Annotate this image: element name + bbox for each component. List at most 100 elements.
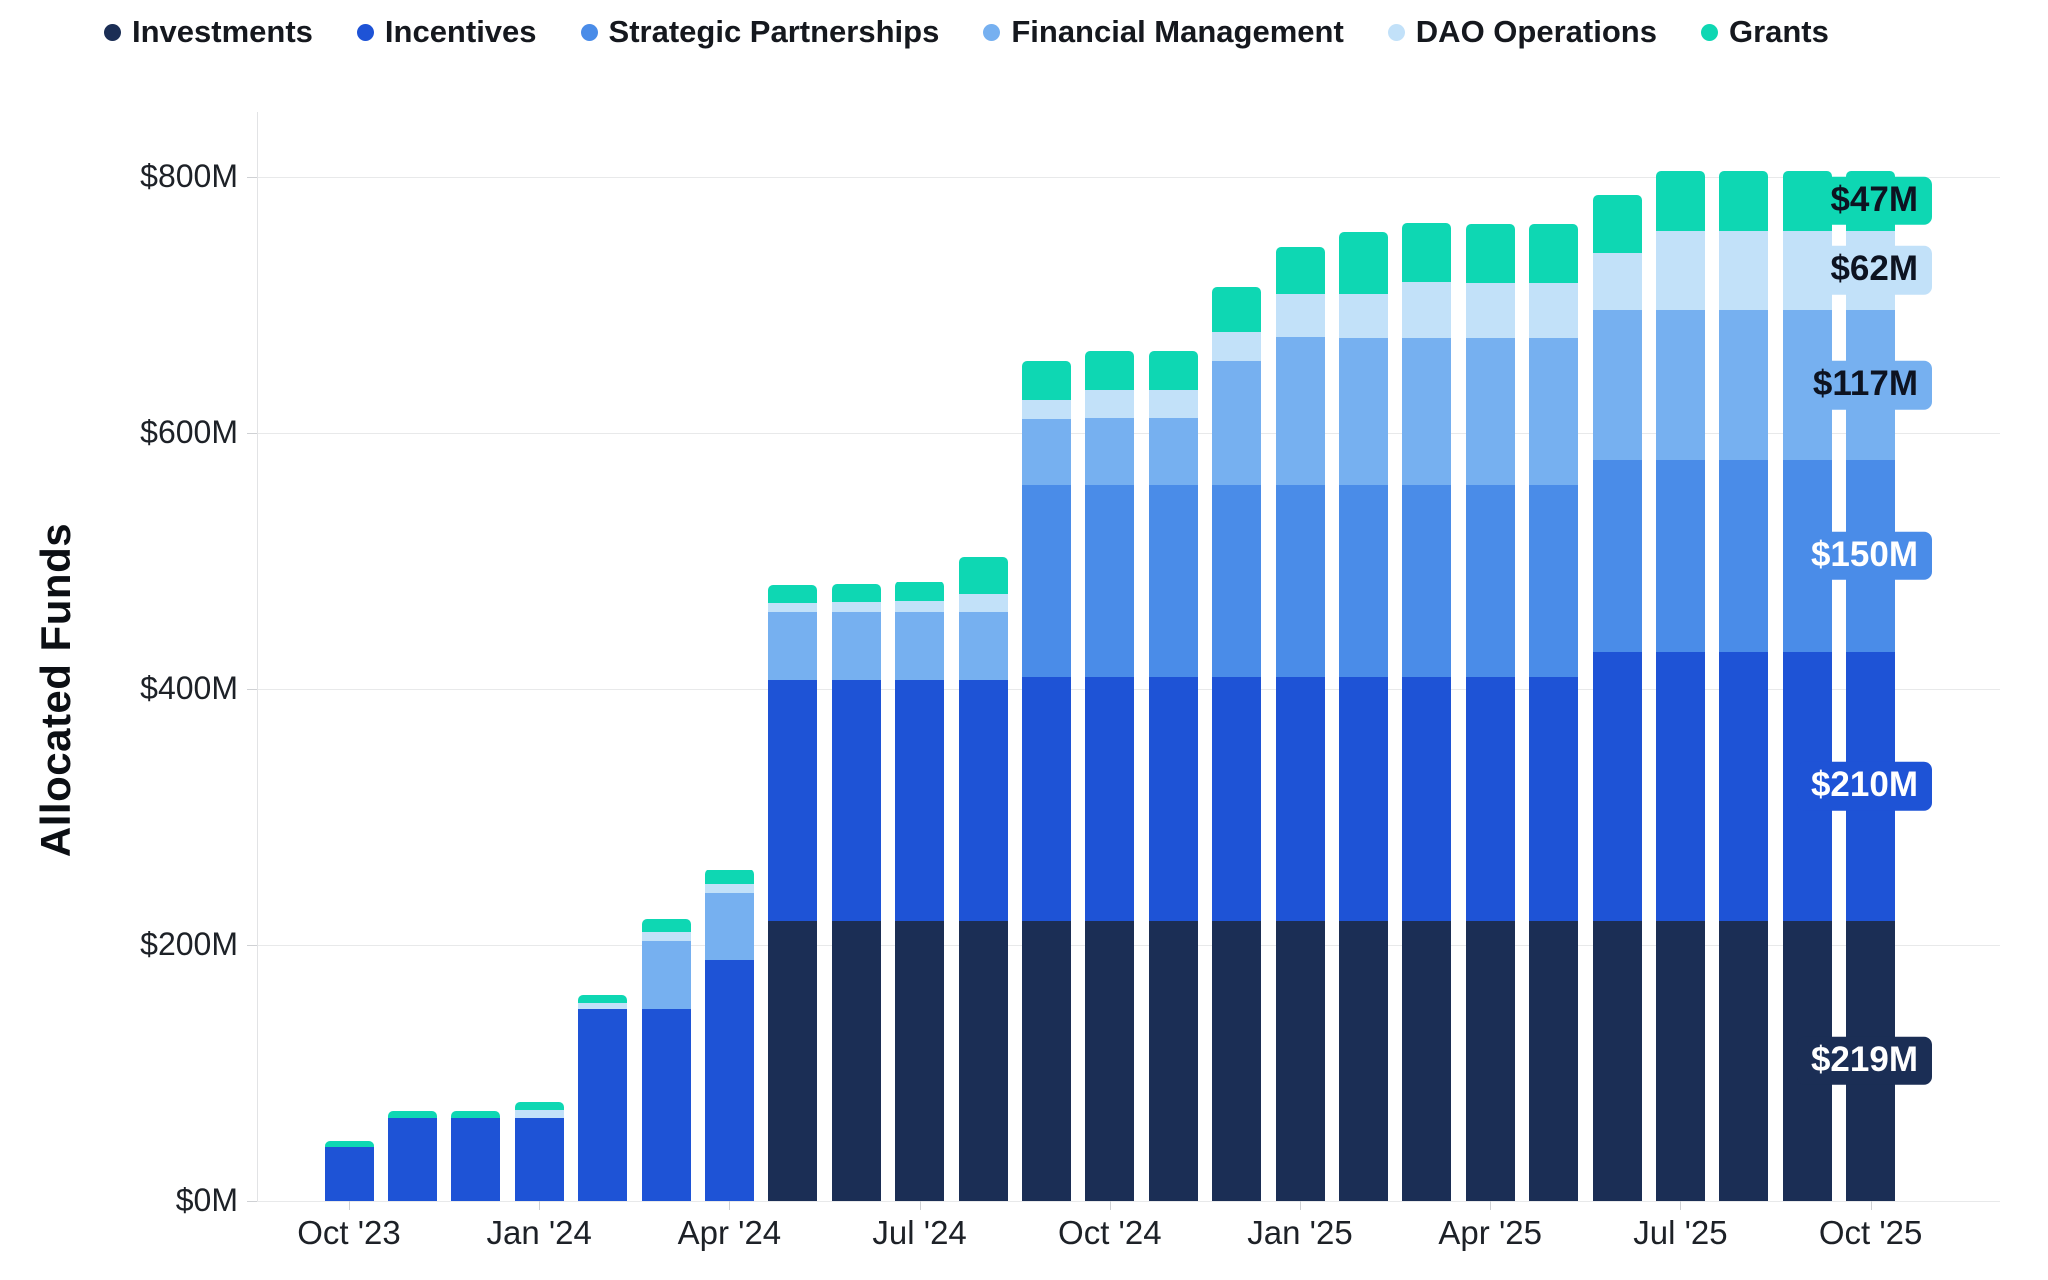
x-axis-tick	[1870, 1201, 1872, 1210]
bar-segment-financial-management	[704, 892, 754, 961]
bar-segment-strategic-partnerships	[1465, 485, 1515, 678]
bar-segment-investments	[1719, 920, 1769, 1201]
x-axis-label: Jan '24	[486, 1214, 592, 1251]
legend-label: Investments	[132, 14, 313, 49]
value-chip-incentives: $210M	[1796, 762, 1932, 811]
bar-segment-dao-operations	[514, 1110, 564, 1118]
bar-segment-dao-operations	[578, 1002, 628, 1009]
legend-label: DAO Operations	[1415, 14, 1657, 49]
bar-jun-24	[831, 584, 881, 1201]
bar-segment-investments	[1275, 920, 1325, 1201]
value-chip-strategic-partnerships: $150M	[1796, 531, 1932, 581]
legend-label: Incentives	[384, 14, 537, 49]
bar-segment-incentives	[958, 680, 1008, 921]
gridline-800	[257, 177, 2000, 178]
bar-segment-incentives	[704, 960, 754, 1201]
legend-item-investments[interactable]: Investments	[104, 14, 313, 50]
bar-segment-incentives	[1465, 677, 1515, 921]
bar-segment-strategic-partnerships	[1021, 485, 1071, 678]
bar-segment-financial-management	[1529, 338, 1579, 486]
bar-aug-24	[958, 557, 1008, 1201]
x-axis-tick	[349, 1201, 350, 1210]
bar-segment-incentives	[1592, 651, 1642, 921]
bar-segment-incentives	[895, 680, 945, 921]
bar-segment-incentives	[768, 680, 818, 921]
y-axis-label: $200M	[140, 925, 238, 962]
bar-segment-financial-management	[1655, 310, 1705, 460]
bar-segment-investments	[831, 920, 881, 1201]
y-axis-tick	[247, 177, 257, 178]
bar-segment-dao-operations	[1529, 283, 1579, 339]
bar-segment-grants	[1465, 224, 1515, 284]
x-axis-label: Apr '24	[677, 1214, 782, 1251]
bar-segment-incentives	[1655, 651, 1705, 921]
y-axis-tick	[247, 689, 257, 690]
legend-item-financial-management[interactable]: Financial Management	[983, 14, 1344, 50]
y-axis-title: Allocated Funds	[32, 522, 79, 858]
bar-may-24	[768, 585, 818, 1201]
bar-segment-incentives	[1021, 677, 1071, 921]
bar-segment-grants	[1021, 361, 1071, 400]
bar-oct-23	[324, 1140, 374, 1201]
bar-segment-grants	[324, 1140, 374, 1148]
bar-segment-grants	[958, 557, 1008, 595]
y-axis-tick	[247, 945, 257, 946]
bar-segment-dao-operations	[641, 932, 691, 942]
bar-segment-incentives	[1275, 677, 1325, 921]
legend-dot-icon	[104, 23, 121, 41]
bar-segment-grants	[1212, 287, 1262, 332]
bar-segment-strategic-partnerships	[1148, 485, 1198, 678]
legend-item-dao-operations[interactable]: DAO Operations	[1387, 14, 1657, 50]
x-axis-label: Oct '23	[297, 1214, 401, 1251]
x-axis-tick	[729, 1201, 731, 1210]
bar-dec-23	[451, 1111, 501, 1201]
legend-item-strategic-partnerships[interactable]: Strategic Partnerships	[580, 14, 940, 50]
bar-apr-24	[704, 869, 754, 1201]
bar-sep-24	[1021, 361, 1071, 1201]
bar-segment-financial-management	[1212, 361, 1262, 486]
bar-dec-24	[1212, 287, 1262, 1201]
legend: Investments Incentives Strategic Partnersh…	[104, 14, 1829, 50]
legend-label: Strategic Partnerships	[608, 14, 940, 49]
bar-segment-financial-management	[1338, 338, 1388, 486]
x-axis-label: Apr '25	[1438, 1214, 1542, 1251]
bar-segment-investments	[1402, 920, 1452, 1201]
bar-segment-grants	[451, 1111, 501, 1118]
bar-segment-financial-management	[1719, 310, 1769, 460]
x-axis-tick	[1300, 1201, 1301, 1210]
bar-segment-grants	[768, 585, 818, 604]
bar-segment-incentives	[641, 1008, 691, 1201]
bar-nov-24	[1148, 351, 1198, 1201]
bar-mar-24	[641, 919, 691, 1201]
bar-segment-grants	[1085, 351, 1135, 390]
bar-segment-incentives	[514, 1117, 564, 1201]
bar-segment-grants	[831, 584, 881, 602]
bar-segment-grants	[514, 1102, 564, 1111]
bar-segment-investments	[768, 920, 818, 1201]
bar-segment-grants	[704, 869, 754, 884]
bar-jan-25	[1275, 247, 1325, 1201]
bar-segment-grants	[578, 994, 628, 1003]
bar-segment-financial-management	[831, 612, 881, 681]
bar-segment-incentives	[451, 1117, 501, 1201]
bar-segment-incentives	[387, 1117, 437, 1201]
bar-segment-strategic-partnerships	[1275, 485, 1325, 678]
bar-segment-investments	[1212, 920, 1262, 1201]
bar-segment-financial-management	[895, 612, 945, 681]
y-axis-label: $800M	[140, 157, 238, 194]
legend-item-grants[interactable]: Grants	[1700, 14, 1829, 50]
bar-segment-investments	[1529, 920, 1579, 1201]
bar-feb-24	[578, 994, 628, 1201]
bar-jul-24	[895, 581, 945, 1201]
x-axis-tick	[1109, 1201, 1111, 1210]
bar-jun-25	[1592, 194, 1642, 1201]
bar-jul-25	[1655, 170, 1705, 1201]
x-axis-label: Jan '25	[1247, 1214, 1353, 1251]
bar-segment-investments	[1338, 920, 1388, 1201]
x-axis-tick	[919, 1201, 921, 1210]
legend-dot-icon	[983, 23, 1001, 41]
bar-segment-grants	[1402, 223, 1452, 282]
legend-item-incentives[interactable]: Incentives	[356, 14, 537, 50]
bar-segment-grants	[895, 581, 945, 601]
value-chip-dao-operations: $62M	[1816, 246, 1932, 295]
